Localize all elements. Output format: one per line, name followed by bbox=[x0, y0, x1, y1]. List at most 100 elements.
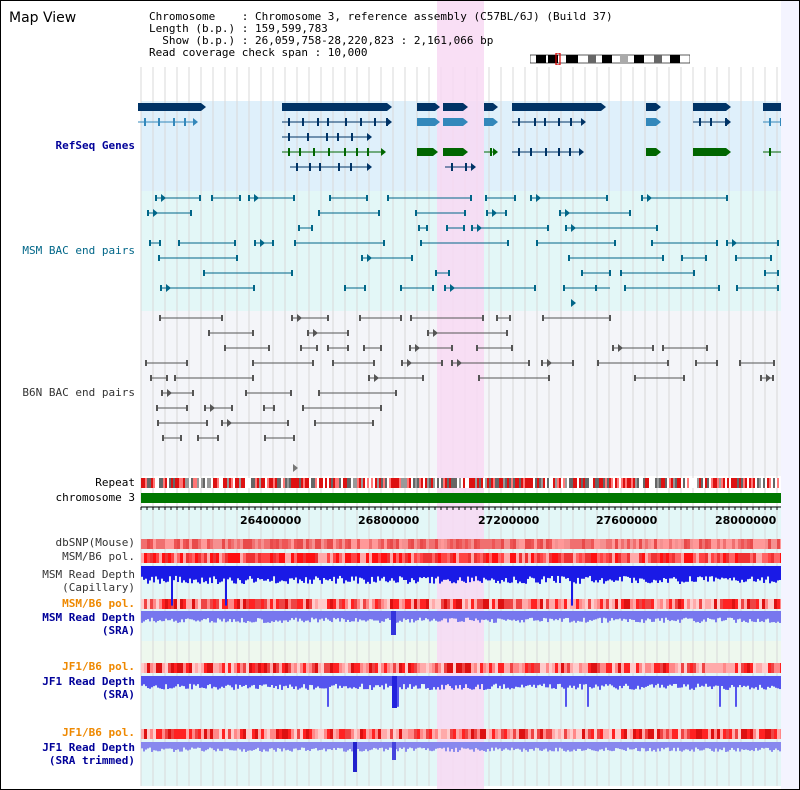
depth-bar bbox=[157, 676, 159, 688]
depth-bar bbox=[451, 566, 453, 584]
heat-cell bbox=[495, 663, 498, 673]
depth-bar bbox=[583, 676, 585, 685]
depth-bar bbox=[675, 566, 677, 579]
depth-bar bbox=[529, 566, 531, 577]
repeat-segment bbox=[465, 478, 467, 488]
heat-cell bbox=[171, 729, 174, 739]
track-label-msm-bac[interactable]: MSM BAC end pairs bbox=[22, 244, 135, 257]
msm-bac-pair-end bbox=[716, 240, 718, 246]
depth-bar bbox=[389, 742, 391, 748]
track-label-msm-depth-sra-1[interactable]: MSM Read Depth bbox=[42, 611, 135, 624]
depth-bar bbox=[531, 566, 533, 578]
depth-bar bbox=[171, 611, 173, 619]
depth-bar bbox=[747, 566, 749, 580]
heat-cell bbox=[756, 663, 759, 673]
heat-cell bbox=[420, 539, 423, 549]
depth-bar bbox=[683, 742, 685, 751]
b6n-bac-pair-end bbox=[263, 405, 265, 411]
depth-bar bbox=[501, 566, 503, 581]
depth-bar bbox=[385, 676, 387, 684]
heat-cell bbox=[705, 663, 708, 673]
depth-bar bbox=[415, 742, 417, 749]
depth-bar bbox=[321, 676, 323, 689]
track-label-msm-depth-cap-1[interactable]: MSM Read Depth bbox=[42, 568, 135, 581]
repeat-segment bbox=[265, 478, 267, 488]
heat-cell bbox=[522, 663, 525, 673]
depth-bar bbox=[727, 611, 729, 618]
heat-cell bbox=[417, 599, 420, 609]
depth-bar bbox=[323, 566, 325, 579]
heat-cell bbox=[180, 599, 183, 609]
depth-bar bbox=[603, 742, 605, 751]
depth-bar bbox=[273, 742, 275, 750]
depth-bar bbox=[213, 611, 215, 623]
repeat-segment bbox=[233, 478, 235, 488]
depth-bar bbox=[501, 611, 503, 620]
track-label-dbsnp[interactable]: dbSNP(Mouse) bbox=[55, 536, 135, 549]
depth-bar bbox=[571, 742, 573, 752]
track-label-jf1-depth-sra-1[interactable]: JF1 Read Depth bbox=[42, 675, 135, 688]
depth-bar bbox=[523, 676, 525, 688]
heat-cell bbox=[522, 729, 525, 739]
repeat-segment bbox=[745, 478, 747, 488]
gene-arrow bbox=[367, 133, 372, 141]
track-label-jf1-depth-trim-1[interactable]: JF1 Read Depth bbox=[42, 741, 135, 754]
msm-bac-pair-end bbox=[344, 285, 346, 291]
depth-bar bbox=[343, 742, 345, 752]
depth-bar bbox=[663, 566, 665, 579]
depth-bar bbox=[731, 676, 733, 686]
heat-cell bbox=[375, 553, 378, 563]
heat-cell bbox=[432, 729, 435, 739]
track-label-msm-b6-pol-1[interactable]: MSM/B6 pol. bbox=[62, 550, 135, 563]
heat-cell bbox=[516, 663, 519, 673]
heat-cell bbox=[399, 553, 402, 563]
depth-bar bbox=[387, 742, 389, 750]
track-label-msm-b6-pol-2[interactable]: MSM/B6 pol. bbox=[62, 597, 135, 610]
heat-cell bbox=[576, 553, 579, 563]
heat-cell bbox=[732, 553, 735, 563]
heat-cell bbox=[729, 553, 732, 563]
depth-bar bbox=[705, 566, 707, 577]
repeat-segment bbox=[229, 478, 231, 488]
depth-bar bbox=[379, 742, 381, 749]
repeat-segment bbox=[309, 478, 311, 488]
depth-bar bbox=[327, 676, 329, 707]
heat-cell bbox=[738, 729, 741, 739]
repeat-segment bbox=[659, 478, 661, 488]
track-label-b6n-bac[interactable]: B6N BAC end pairs bbox=[22, 386, 135, 399]
depth-bar bbox=[179, 566, 181, 577]
depth-bar bbox=[247, 566, 249, 580]
depth-bar bbox=[211, 611, 213, 622]
heat-cell bbox=[405, 729, 408, 739]
repeat-segment bbox=[771, 478, 773, 488]
repeat-segment bbox=[317, 478, 319, 488]
heat-cell bbox=[510, 553, 513, 563]
msm-bac-pair-end bbox=[298, 225, 300, 231]
track-label-refseq[interactable]: RefSeq Genes bbox=[55, 139, 135, 152]
depth-bar bbox=[205, 742, 207, 751]
heat-cell bbox=[483, 553, 486, 563]
depth-bar bbox=[765, 676, 767, 690]
heat-cell bbox=[210, 599, 213, 609]
depth-bar bbox=[533, 566, 535, 579]
heat-cell bbox=[552, 539, 555, 549]
depth-bar bbox=[165, 676, 167, 685]
depth-bar bbox=[555, 611, 557, 620]
heat-cell bbox=[237, 553, 240, 563]
track-label-jf1-b6-pol-1[interactable]: JF1/B6 pol. bbox=[62, 660, 135, 673]
depth-bar bbox=[235, 676, 237, 685]
depth-bar bbox=[661, 611, 663, 619]
depth-bar bbox=[497, 742, 499, 750]
heat-cell bbox=[771, 539, 774, 549]
depth-bar bbox=[523, 742, 525, 749]
chromosome-ideogram[interactable] bbox=[530, 53, 690, 65]
depth-bar bbox=[441, 676, 443, 685]
depth-bar bbox=[687, 742, 689, 750]
depth-bar bbox=[287, 742, 289, 750]
depth-bar bbox=[699, 611, 701, 623]
track-label-jf1-b6-pol-2[interactable]: JF1/B6 pol. bbox=[62, 726, 135, 739]
depth-bar bbox=[487, 742, 489, 749]
heat-cell bbox=[459, 663, 462, 673]
depth-bar bbox=[683, 611, 685, 619]
info-coverage-span: Read coverage check span : 10,000 bbox=[149, 46, 368, 59]
